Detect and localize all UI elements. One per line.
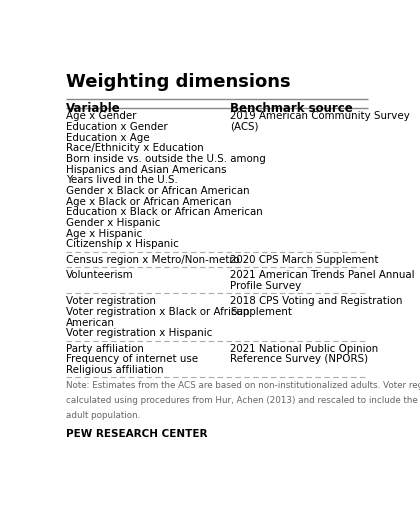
Text: 2020 CPS March Supplement: 2020 CPS March Supplement [230,255,378,265]
Text: Gender x Black or African American: Gender x Black or African American [66,186,249,196]
Text: Frequency of internet use: Frequency of internet use [66,355,198,365]
Text: Voter registration: Voter registration [66,296,155,306]
Text: Age x Gender: Age x Gender [66,111,136,121]
Text: Weighting dimensions: Weighting dimensions [66,73,290,91]
Text: 2018 CPS Voting and Registration: 2018 CPS Voting and Registration [230,296,402,306]
Text: Benchmark source: Benchmark source [230,102,353,115]
Text: Education x Gender: Education x Gender [66,122,167,132]
Text: Variable: Variable [66,102,120,115]
Text: Religious affiliation: Religious affiliation [66,365,163,375]
Text: Citizenship x Hispanic: Citizenship x Hispanic [66,239,178,249]
Text: PEW RESEARCH CENTER: PEW RESEARCH CENTER [66,429,207,439]
Text: Supplement: Supplement [230,307,292,317]
Text: Age x Black or African American: Age x Black or African American [66,196,231,207]
Text: Born inside vs. outside the U.S. among: Born inside vs. outside the U.S. among [66,154,265,164]
Text: 2021 National Public Opinion: 2021 National Public Opinion [230,344,378,354]
Text: Reference Survey (NPORS): Reference Survey (NPORS) [230,355,368,365]
Text: Hispanics and Asian Americans: Hispanics and Asian Americans [66,165,226,175]
Text: Note: Estimates from the ACS are based on non-institutionalized adults. Voter re: Note: Estimates from the ACS are based o… [66,381,420,390]
Text: calculated using procedures from Hur, Achen (2013) and rescaled to include the t: calculated using procedures from Hur, Ac… [66,396,420,405]
Text: 2021 American Trends Panel Annual: 2021 American Trends Panel Annual [230,270,415,280]
Text: adult population.: adult population. [66,411,140,420]
Text: Party affiliation: Party affiliation [66,344,143,354]
Text: Age x Hispanic: Age x Hispanic [66,229,142,239]
Text: Education x Black or African American: Education x Black or African American [66,208,262,217]
Text: American: American [66,318,115,328]
Text: Gender x Hispanic: Gender x Hispanic [66,218,160,228]
Text: Race/Ethnicity x Education: Race/Ethnicity x Education [66,143,203,153]
Text: Voter registration x Hispanic: Voter registration x Hispanic [66,328,212,338]
Text: Volunteerism: Volunteerism [66,270,133,280]
Text: 2019 American Community Survey: 2019 American Community Survey [230,111,410,121]
Text: Census region x Metro/Non-metro: Census region x Metro/Non-metro [66,255,239,265]
Text: Profile Survey: Profile Survey [230,281,301,291]
Text: Education x Age: Education x Age [66,132,149,142]
Text: (ACS): (ACS) [230,122,258,132]
Text: Years lived in the U.S.: Years lived in the U.S. [66,175,177,185]
Text: Voter registration x Black or African: Voter registration x Black or African [66,307,249,317]
